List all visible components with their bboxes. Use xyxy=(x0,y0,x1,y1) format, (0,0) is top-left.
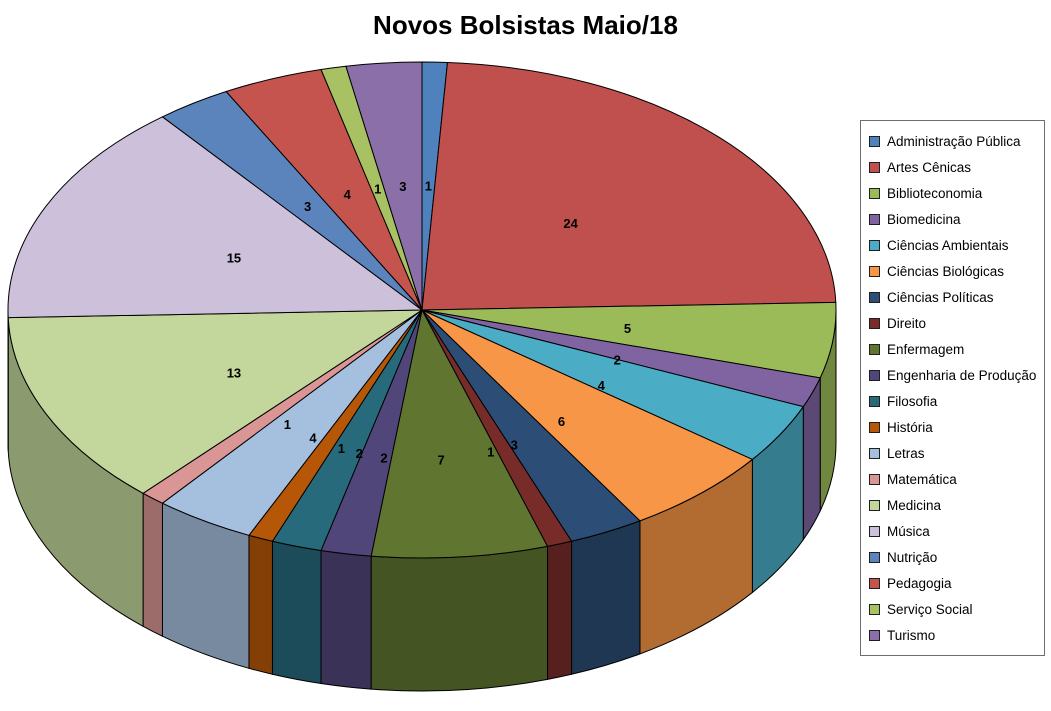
legend-label: Biblioteconomia xyxy=(887,185,983,201)
pie-slice[interactable] xyxy=(7,116,424,319)
legend-label: Turismo xyxy=(887,627,936,643)
legend-item[interactable]: Ciências Políticas xyxy=(866,284,1039,310)
legend-swatch xyxy=(869,577,880,589)
pie-slice-side xyxy=(547,540,573,680)
data-label: 3 xyxy=(511,437,518,452)
legend-item[interactable]: Administração Pública xyxy=(866,128,1039,154)
legend-swatch xyxy=(869,213,880,225)
legend-swatch xyxy=(869,499,880,511)
legend-label: Pedagogia xyxy=(887,575,952,591)
legend-label: Ciências Ambientais xyxy=(887,237,1009,253)
legend-swatch xyxy=(869,265,880,277)
legend-item[interactable]: Matemática xyxy=(866,466,1039,492)
data-label: 1 xyxy=(487,445,494,460)
legend-item[interactable]: Ciências Ambientais xyxy=(866,232,1039,258)
pie-slice-side xyxy=(271,540,322,685)
legend-item[interactable]: Ciências Biológicas xyxy=(866,258,1039,284)
legend-swatch xyxy=(869,369,880,381)
legend-label: Matemática xyxy=(887,471,957,487)
data-label: 4 xyxy=(344,187,352,202)
pie-slice-side xyxy=(370,545,549,692)
data-label: 3 xyxy=(399,179,406,194)
legend-label: Serviço Social xyxy=(887,601,973,617)
legend-swatch xyxy=(869,239,880,251)
legend-label: Medicina xyxy=(887,497,942,513)
legend-swatch xyxy=(869,161,880,173)
legend-item[interactable]: Serviço Social xyxy=(866,596,1039,622)
legend-item[interactable]: Biblioteconomia xyxy=(866,180,1039,206)
legend-item[interactable]: Música xyxy=(866,518,1039,544)
legend-swatch xyxy=(869,395,880,407)
legend-swatch xyxy=(869,421,880,433)
pie-slice[interactable] xyxy=(7,309,424,494)
legend-swatch xyxy=(869,447,880,459)
pie-slice[interactable] xyxy=(421,61,837,311)
legend-swatch xyxy=(869,187,880,199)
legend-swatch xyxy=(869,291,880,303)
legend-label: Nutrição xyxy=(887,549,938,565)
data-label: 2 xyxy=(356,446,363,461)
legend-item[interactable]: História xyxy=(866,414,1039,440)
data-label: 4 xyxy=(598,378,606,393)
legend-label: Ciências Biológicas xyxy=(887,263,1005,279)
legend-label: História xyxy=(887,419,933,435)
legend-item[interactable]: Nutrição xyxy=(866,544,1039,570)
legend-label: Enfermagem xyxy=(887,341,965,357)
legend-label: Música xyxy=(887,523,930,539)
legend-item[interactable]: Medicina xyxy=(866,492,1039,518)
pie-slice[interactable] xyxy=(345,61,423,311)
data-label: 5 xyxy=(624,321,631,336)
legend-label: Direito xyxy=(887,315,927,331)
data-label: 1 xyxy=(338,441,345,456)
legend-label: Engenharia de Produção xyxy=(887,367,1037,383)
legend-swatch xyxy=(869,551,880,563)
legend-item[interactable]: Letras xyxy=(866,440,1039,466)
legend-swatch xyxy=(869,343,880,355)
pie-slice-side xyxy=(248,534,273,675)
legend-item[interactable]: Engenharia de Produção xyxy=(866,362,1039,388)
data-label: 13 xyxy=(227,365,241,380)
legend-swatch xyxy=(869,317,880,329)
pie-slice-side xyxy=(320,549,372,690)
data-label: 3 xyxy=(304,199,311,214)
legend: Administração Pública Artes Cênicas Biblio… xyxy=(860,120,1045,656)
legend-item[interactable]: Artes Cênicas xyxy=(866,154,1039,180)
legend-swatch xyxy=(869,135,880,147)
data-label: 4 xyxy=(309,431,317,446)
pie-slice[interactable] xyxy=(421,309,754,522)
legend-item[interactable]: Enfermagem xyxy=(866,336,1039,362)
data-label: 1 xyxy=(374,181,381,196)
legend-label: Administração Pública xyxy=(887,133,1021,149)
data-label: 1 xyxy=(425,179,432,194)
legend-label: Artes Cênicas xyxy=(887,159,972,175)
legend-item[interactable]: Pedagogia xyxy=(866,570,1039,596)
legend-item[interactable]: Filosofia xyxy=(866,388,1039,414)
data-label: 24 xyxy=(563,216,578,231)
pie-slice[interactable] xyxy=(370,308,549,559)
legend-label: Ciências Políticas xyxy=(887,289,994,305)
data-label: 6 xyxy=(558,414,565,429)
legend-swatch xyxy=(869,525,880,537)
data-label: 7 xyxy=(437,453,444,468)
data-label: 15 xyxy=(227,251,241,266)
data-label: 1 xyxy=(284,417,291,432)
chart-title: Novos Bolsistas Maio/18 xyxy=(373,10,678,40)
legend-item[interactable]: Turismo xyxy=(866,622,1039,648)
legend-label: Filosofia xyxy=(887,393,938,409)
legend-label: Biomedicina xyxy=(887,211,961,227)
pie-slice-side xyxy=(571,520,641,675)
data-label: 2 xyxy=(380,451,387,466)
legend-swatch xyxy=(869,629,880,641)
legend-swatch xyxy=(869,473,880,485)
legend-label: Letras xyxy=(887,445,925,461)
legend-item[interactable]: Direito xyxy=(866,310,1039,336)
legend-swatch xyxy=(869,603,880,615)
legend-item[interactable]: Biomedicina xyxy=(866,206,1039,232)
pie-slice-side xyxy=(142,492,163,638)
data-label: 2 xyxy=(614,353,621,368)
